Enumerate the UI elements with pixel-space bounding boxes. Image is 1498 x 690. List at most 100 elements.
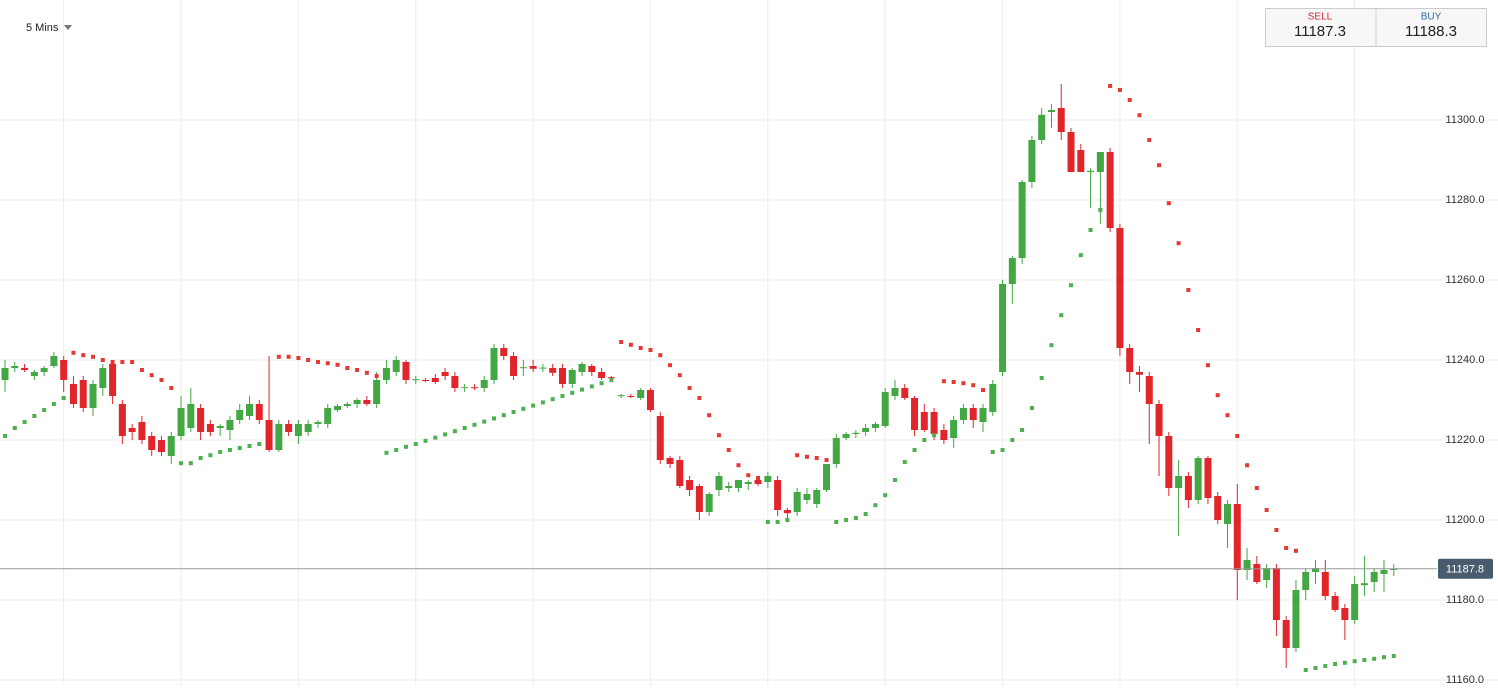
sar-dot <box>227 448 232 452</box>
sar-dot <box>540 400 545 405</box>
sar-dot <box>110 360 115 364</box>
sar-dot <box>1039 376 1044 380</box>
sar-dot <box>218 450 223 454</box>
buy-label[interactable]: BUY <box>1421 12 1442 23</box>
sar-dot <box>638 346 643 350</box>
buy-price[interactable]: 11188.3 <box>1405 23 1457 40</box>
candle-body <box>461 387 469 389</box>
sar-dot <box>32 414 37 418</box>
candle-body <box>1302 572 1310 590</box>
candle-body <box>382 368 390 380</box>
candle-body <box>1057 108 1065 132</box>
candle-body <box>246 404 253 416</box>
sar-dot <box>922 438 927 442</box>
sar-dot <box>932 433 937 438</box>
candle-body <box>588 366 596 372</box>
sar-dot <box>257 442 262 446</box>
candle-body <box>1292 590 1300 648</box>
sar-dot <box>570 390 575 395</box>
candle-body <box>1126 348 1134 372</box>
sar-dot <box>707 413 712 418</box>
candle-body <box>69 384 77 404</box>
sar-dot <box>521 406 526 411</box>
sar-dot <box>384 450 389 455</box>
candle-body <box>431 378 439 382</box>
sar-dot <box>169 386 174 390</box>
sar-dot <box>883 493 888 498</box>
sell-price[interactable]: 11187.3 <box>1294 23 1346 40</box>
candle-body <box>324 408 332 424</box>
candle-body <box>1018 182 1026 258</box>
sar-dot <box>42 408 47 412</box>
sar-dot <box>1342 660 1347 665</box>
sar-dot <box>589 384 594 389</box>
candle-body <box>353 400 361 404</box>
sar-dot <box>1098 208 1103 212</box>
sar-dot <box>511 410 516 414</box>
candle-body <box>695 486 703 512</box>
sar-dot <box>560 394 565 398</box>
sar-dot <box>1020 428 1025 432</box>
sar-dot <box>462 426 467 430</box>
sar-dot <box>423 438 428 443</box>
candle-body <box>206 424 214 432</box>
candle-body <box>1155 404 1163 436</box>
candle-body <box>480 380 488 388</box>
sar-dot <box>364 370 369 375</box>
sar-dot <box>22 420 27 424</box>
candle-body <box>823 464 831 490</box>
sar-dot <box>697 396 702 400</box>
sar-dot <box>325 361 330 366</box>
sar-dot <box>892 478 897 482</box>
candle-body <box>1224 504 1231 524</box>
sar-dot <box>765 520 770 524</box>
sar-dot <box>1078 253 1083 258</box>
candle-body <box>500 348 508 356</box>
sar-dot <box>1254 486 1259 490</box>
sar-dot <box>775 520 780 524</box>
candle-body <box>1380 570 1388 574</box>
candle-body <box>637 390 645 398</box>
candle-body <box>451 376 459 388</box>
sar-dot <box>648 348 653 352</box>
candle-body <box>1321 572 1329 596</box>
sar-dot <box>1215 393 1220 398</box>
sar-dot <box>981 388 985 392</box>
candle-body <box>50 356 58 366</box>
candle-body <box>529 366 537 369</box>
candle-body <box>177 408 185 436</box>
sar-dot <box>668 363 673 368</box>
candle-body <box>1077 150 1085 172</box>
candle-body <box>1341 608 1349 620</box>
candle-body <box>275 424 283 450</box>
sar-dot <box>1147 138 1152 142</box>
sar-dot <box>443 432 448 437</box>
candle-body <box>617 395 625 397</box>
sar-dot <box>71 350 76 355</box>
candle-body <box>422 380 430 381</box>
candle-body <box>1106 152 1114 228</box>
candle-body <box>1008 258 1016 284</box>
sar-dot <box>149 373 154 378</box>
candle-body <box>99 368 107 388</box>
candle-body <box>1390 568 1398 570</box>
candle-body <box>30 372 38 376</box>
sar-dot <box>1333 662 1338 666</box>
candle-body <box>294 424 302 436</box>
candle-body <box>832 438 840 464</box>
candle-body <box>1204 458 1212 498</box>
sar-dot <box>990 450 995 454</box>
sar-dot <box>1029 406 1034 410</box>
candle-body <box>167 436 175 456</box>
sar-dot <box>501 413 506 418</box>
y-tick-label: 11240.0 <box>1446 354 1485 366</box>
sar-dot <box>100 358 105 362</box>
candle-body <box>598 372 606 378</box>
candle-body <box>686 480 694 490</box>
timeframe[interactable]: 5 Mins <box>26 22 59 34</box>
sell-label[interactable]: SELL <box>1308 12 1333 23</box>
candle-body <box>744 482 752 484</box>
dropdown-arrow[interactable] <box>64 25 72 30</box>
candle-body <box>216 426 224 428</box>
sar-dot <box>1127 98 1132 102</box>
